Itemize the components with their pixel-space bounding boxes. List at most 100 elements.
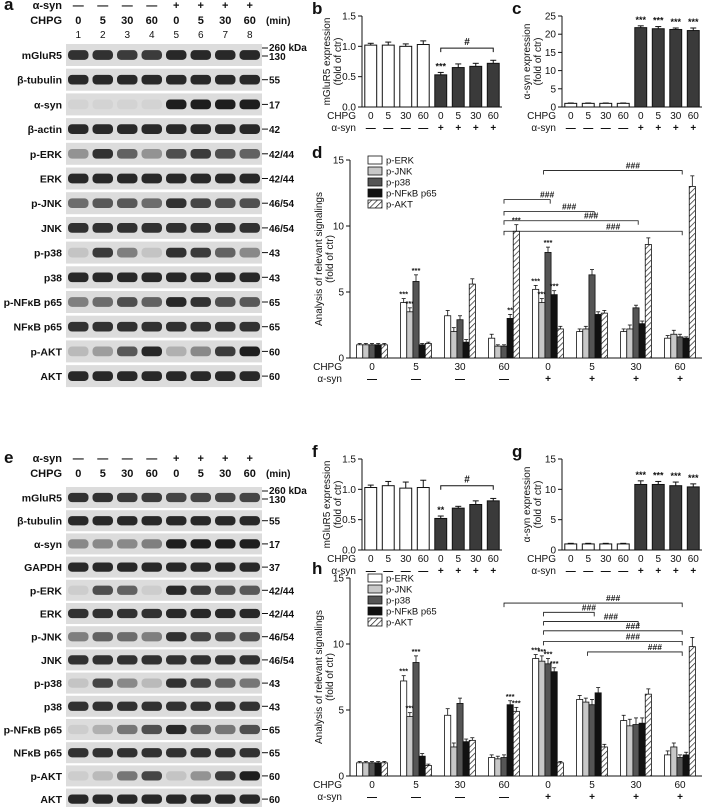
bar-p-JNK [582,701,590,777]
blot-membrane [66,315,262,338]
treatment-sign: + [677,374,683,385]
significance-mark: *** [512,216,521,225]
y-tick-label: 5 [550,515,556,526]
y-tick-label: 20 [545,30,557,41]
treatment-sign: — [73,453,84,465]
blot-band [92,701,113,711]
treatment-sign: + [198,453,204,465]
treatment-sign: — [411,374,421,385]
lane-number: 3 [124,30,130,41]
blot-band [239,748,260,758]
marker-label: 17 [269,540,281,551]
y-axis-label-line: α-syn expression [522,24,533,100]
y-axis-label: mGluR5 expression(fold of ctr) [322,18,344,106]
blot-band [190,124,211,134]
blot-band [92,272,113,283]
bar-p-NFκB p65 [462,741,470,777]
bar [469,65,483,108]
blot-membrane [66,142,262,165]
blot-band [141,632,162,642]
blot-band [117,99,138,110]
legend-swatch [367,617,383,627]
bracket-label: # [464,37,470,48]
treatment-sign: + [455,123,461,134]
bar-p-p38 [676,757,684,777]
bar-p-AKT [688,185,696,359]
treatment-sign: — [455,792,465,803]
blot-row: NFκB p65 65 [14,742,281,764]
blot-band [190,99,211,110]
blot-row-label: NFκB p65 [14,748,63,760]
row-label-chpg: CHPG [527,554,556,565]
bracket-label: ### [606,593,620,603]
bar-p-AKT [556,328,564,359]
treatment-sign: — [122,0,133,12]
blot-band [239,124,260,134]
x-tick-label: 30 [454,780,466,791]
blot-band [68,724,89,735]
x-tick-label: 60 [618,111,630,122]
marker-label: 60 [269,372,281,383]
marker-label: 60 [269,795,281,806]
blot-band [68,562,89,572]
x-tick-label: 30 [400,554,412,565]
blot-row: p-NFκB p65 65 [4,291,281,313]
treatment-sign: + [438,123,444,134]
comparison-bracket [543,611,595,617]
comparison-bracket [543,630,683,635]
bar-p-JNK [406,311,414,359]
y-tick-label: 0 [550,546,556,557]
x-tick-label: 0 [545,780,551,791]
blot-band [92,74,113,85]
blot-band [239,272,260,283]
significance-mark: *** [653,16,664,26]
blot-band [215,771,236,781]
x-tick-label: 60 [674,780,686,791]
treatment-sign: — [583,566,593,577]
blot-band [166,794,187,804]
treatment-sign: — [618,566,628,577]
legend-label: p-NFκB p65 [386,189,437,200]
bar [434,74,448,108]
blot-band [239,50,260,60]
blot-band [190,148,211,159]
blot-band [92,99,113,110]
panel-letter: f [312,442,318,461]
comparison-bracket [543,621,639,626]
blot-row-label: AKT [40,371,62,383]
chpg-value: 30 [121,15,133,27]
bar-p-JNK [362,762,370,777]
western-blot-panels: a α-syn CHPG — 0 1 — 5 2 — 30 3 — 60 4 +0 5 +5 6 +30 7 +60 8 (m… [4,0,307,807]
bar-p-AKT [644,244,652,359]
y-tick-label: 15 [333,574,345,585]
blot-band [190,272,211,283]
bar-p-p38 [412,662,420,777]
blot-row-label: α-syn [34,539,62,551]
blot-band [141,771,162,781]
blot-row: p-JNK 46/54 [31,626,294,648]
bar-p-ERK [356,344,364,359]
row-label-chpg: CHPG [327,554,356,565]
y-axis-label: Analysis of relevant signalings(fold of … [314,192,336,326]
bracket-label: ### [562,201,576,211]
treatment-sign: + [690,123,696,134]
marker-label: 65 [269,323,281,334]
blot-row-label: p-ERK [30,585,62,597]
bar-p-AKT [380,762,388,777]
blot-band [190,539,211,549]
marker-label: 42/44 [269,175,294,186]
blot-band [190,724,211,735]
time-unit: (min) [266,16,290,27]
bar-p-p38 [368,762,376,777]
blot-row: p-NFκB p65 65 [4,719,281,740]
blot-membrane [66,291,262,313]
blot-band [166,99,187,110]
blot-row-label: α-syn [34,99,62,111]
blot-band [68,173,89,184]
bar-p-p38 [456,703,464,777]
row-label-asyn: α-syn [331,566,356,577]
blot-row-label: p-ERK [30,149,62,161]
treatment-sign: + [455,566,461,577]
